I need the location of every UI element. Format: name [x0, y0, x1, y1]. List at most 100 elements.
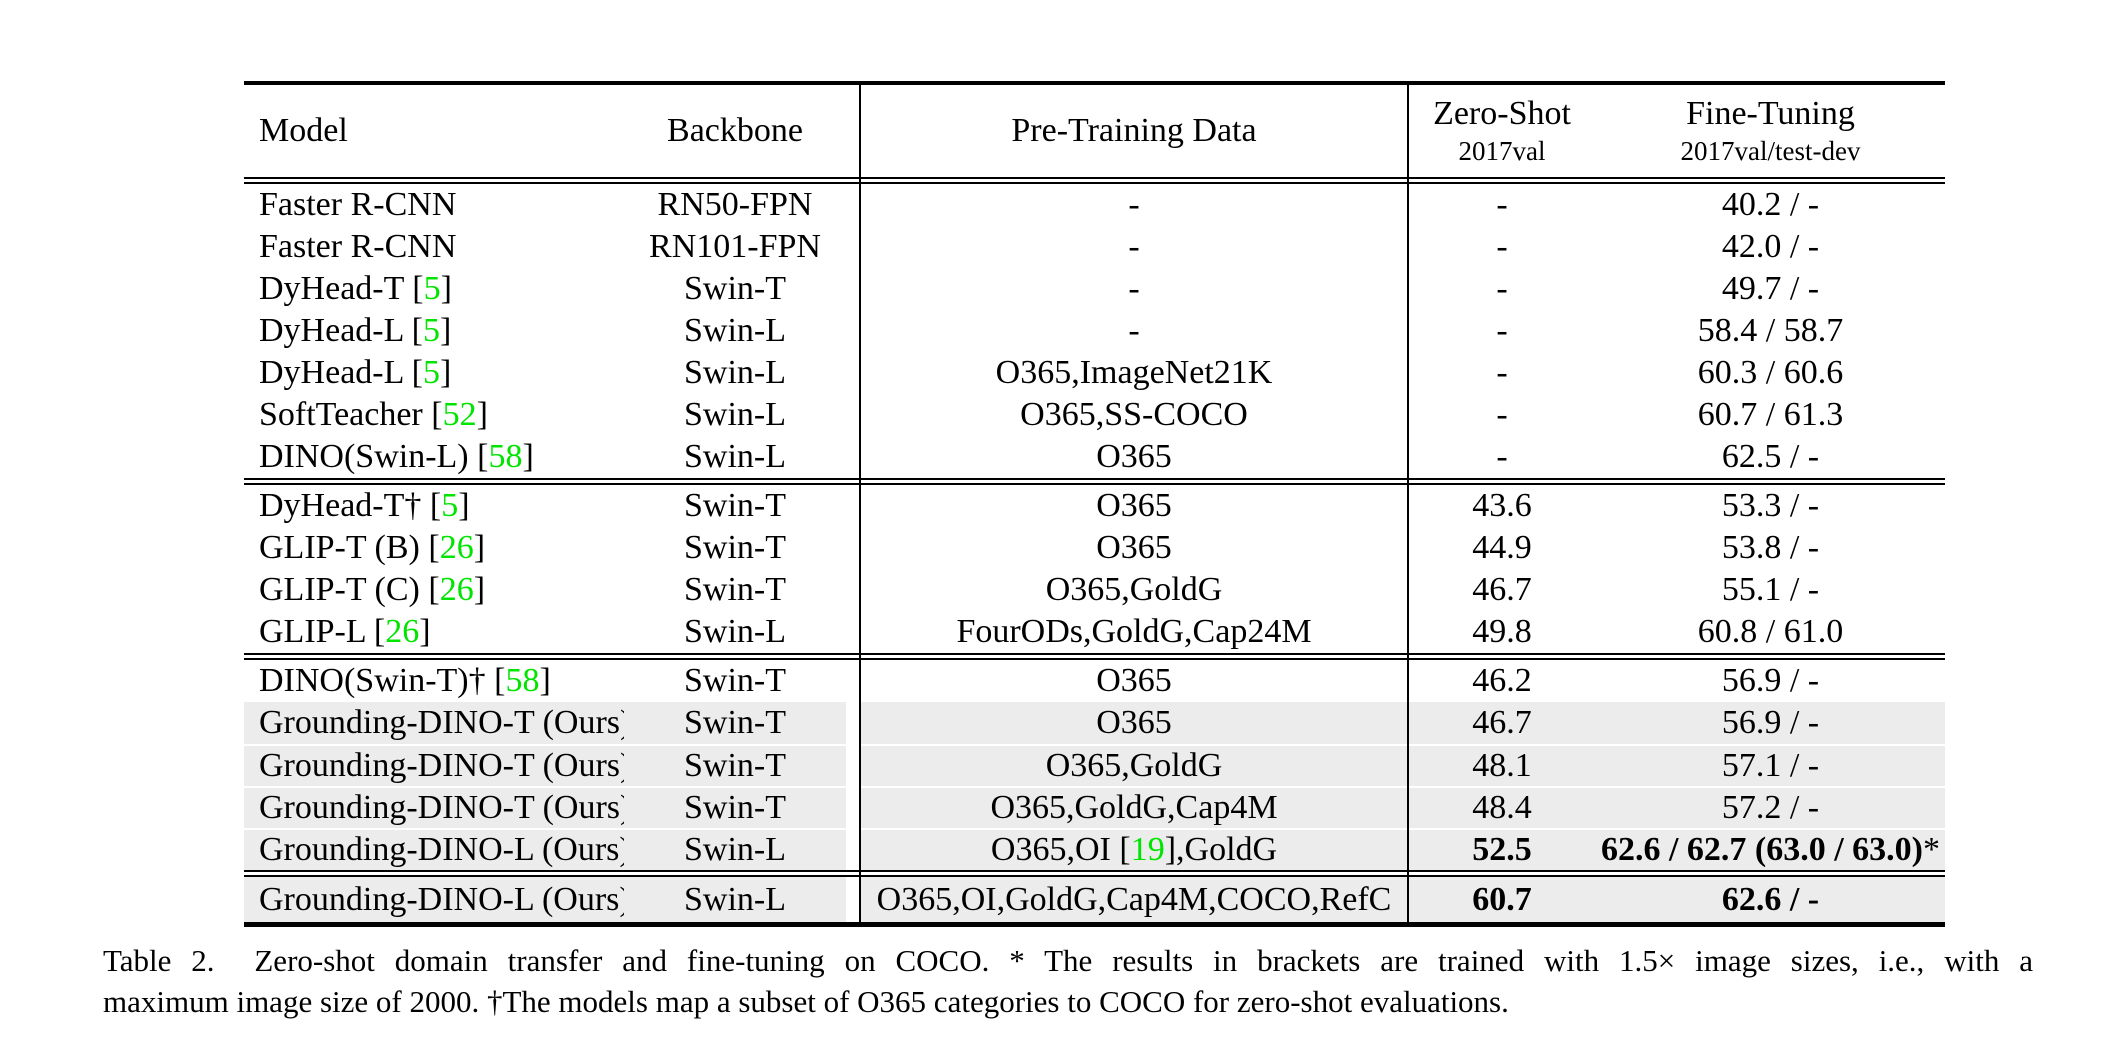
table-row: GLIP-L [26] Swin-L FourODs,GoldG,Cap24M 49.…: [244, 611, 1945, 653]
table-row: Faster R-CNN RN101-FPN - - 42.0 / -: [244, 226, 1945, 268]
table-row: DINO(Swin-L) [58] Swin-L O365 - 62.5 / -: [244, 436, 1945, 478]
cell-model: Grounding-DINO-T (Ours): [244, 746, 631, 786]
col-header-finetune-title: Fine-Tuning: [1686, 95, 1855, 132]
table-bottom-rule: [244, 922, 1945, 927]
fine-tune-value: 49.7 / -: [1721, 270, 1820, 307]
fine-tune-value: 60.3 / 60.6: [1697, 354, 1844, 391]
cell-zeroshot: 44.9: [1472, 529, 1532, 566]
column-gap: [846, 569, 860, 611]
column-gap: [846, 485, 860, 527]
cell-model: DyHead-L [5]: [244, 352, 624, 394]
cell-pretrain: -: [860, 184, 1408, 226]
cell-model-text: GLIP-T (B) [: [259, 529, 440, 566]
cell-zeroshot: -: [1496, 354, 1508, 391]
cell-model: SoftTeacher [52]: [244, 394, 624, 436]
cell-pretrain-text: O365,OI,GoldG,Cap4M,COCO,RefC: [876, 880, 1392, 918]
citation-number: 5: [441, 487, 459, 524]
col-header-model: Model: [259, 112, 348, 149]
cell-model-text: DINO(Swin-T)† [: [259, 662, 506, 699]
cell-zeroshot: -: [1496, 186, 1508, 223]
cell-model-text: Grounding-DINO-L (Ours): [259, 880, 631, 918]
cell-zeroshot: -: [1496, 396, 1508, 433]
cell-backbone: Swin-T: [624, 702, 846, 744]
cell-finetune: 57.2 / -: [1596, 788, 1945, 828]
table-row: Faster R-CNN RN50-FPN - - 40.2 / -: [244, 184, 1945, 226]
column-gap: [846, 268, 860, 310]
cell-model-text-after: ]: [476, 396, 488, 433]
group-separator-rule: [244, 478, 1945, 485]
header-separator-rule: [244, 177, 1945, 184]
caption-line-2: maximum image size of 2000. †The models …: [103, 983, 1509, 1019]
citation-number: 5: [422, 312, 440, 349]
caption-line-1: Table 2. Zero-shot domain transfer and f…: [103, 943, 2033, 978]
cell-model-text: Faster R-CNN: [259, 186, 457, 223]
cell-backbone: Swin-L: [624, 830, 846, 870]
cell-finetune: 62.6 / 62.7 (63.0 / 63.0) *: [1596, 830, 1945, 870]
cell-zeroshot: 46.7: [1472, 571, 1532, 608]
citation-number: 26: [385, 613, 420, 650]
column-gap: [846, 746, 860, 786]
fine-tune-value: 62.5 / -: [1721, 438, 1820, 475]
column-gap: [846, 877, 860, 922]
cell-model-text-after: ]: [440, 270, 452, 307]
cell-model-text: DINO(Swin-L) [: [259, 438, 489, 475]
cell-zeroshot: -: [1496, 270, 1508, 307]
cell-model: GLIP-T (C) [26]: [244, 569, 624, 611]
cell-pretrain: O365: [860, 485, 1408, 527]
cell-pretrain: O365,GoldG: [860, 569, 1408, 611]
cell-zeroshot: 48.1: [1408, 746, 1596, 786]
citation-number: 58: [488, 438, 523, 475]
cell-finetune: 58.4 / 58.7: [1596, 310, 1945, 352]
cell-finetune: 40.2 / -: [1596, 184, 1945, 226]
col-header-backbone: Backbone: [667, 112, 803, 149]
cell-pretrain-text: O365,OI [: [990, 831, 1131, 868]
cell-model-text: DyHead-T [: [259, 270, 424, 307]
table-row: DINO(Swin-T)† [58] Swin-T O365 46.2 56.9 / -: [244, 660, 1945, 702]
results-table: Model Backbone Pre-Training Data Zero-Sh…: [244, 81, 1945, 927]
cell-model-text-after: ]: [439, 354, 452, 391]
column-gap: [846, 352, 860, 394]
cell-finetune: 62.5 / -: [1596, 436, 1945, 478]
column-divider-1: [859, 84, 861, 923]
group-separator-rule: [244, 870, 1945, 877]
cell-zeroshot: 60.7: [1408, 877, 1596, 922]
cell-pretrain-text: O365,GoldG,Cap4M: [990, 789, 1278, 826]
cell-pretrain: O365,GoldG,Cap4M: [860, 788, 1408, 828]
citation-number: 5: [423, 270, 441, 307]
cell-model: Grounding-DINO-T (Ours): [244, 788, 631, 828]
table-row: Grounding-DINO-L (Ours) Swin-L O365,OI [19…: [244, 828, 1945, 870]
col-header-zeroshot: Zero-Shot 2017val: [1408, 85, 1596, 177]
cell-finetune: 60.3 / 60.6: [1596, 352, 1945, 394]
cell-pretrain: O365,OI [19],GoldG: [860, 830, 1408, 870]
cell-pretrain-text: O365: [1096, 704, 1172, 741]
table-caption: Table 2. Zero-shot domain transfer and f…: [103, 941, 2033, 1023]
cell-finetune: 56.9 / -: [1596, 660, 1945, 702]
cell-pretrain: O365: [860, 527, 1408, 569]
cell-model: DyHead-T† [5]: [244, 485, 624, 527]
cell-model: Grounding-DINO-L (Ours): [244, 830, 631, 870]
cell-pretrain-text: FourODs,GoldG,Cap24M: [956, 613, 1312, 650]
cell-backbone: Swin-T: [684, 571, 786, 608]
cell-backbone: Swin-L: [684, 438, 786, 475]
cell-model-text: SoftTeacher [: [259, 396, 443, 433]
col-header-zeroshot-title: Zero-Shot: [1433, 95, 1571, 132]
cell-pretrain-text: O365: [1096, 662, 1172, 699]
table-row: DyHead-T† [5] Swin-T O365 43.6 53.3 / -: [244, 485, 1945, 527]
cell-pretrain-text: -: [1128, 228, 1140, 265]
cell-finetune: 53.3 / -: [1596, 485, 1945, 527]
column-gap: [846, 394, 860, 436]
cell-finetune: 49.7 / -: [1596, 268, 1945, 310]
cell-finetune: 60.7 / 61.3: [1596, 394, 1945, 436]
fine-tune-asterisk: *: [1923, 831, 1941, 868]
cell-pretrain-text: O365,GoldG: [1045, 747, 1223, 784]
cell-model-text: Grounding-DINO-L (Ours): [259, 831, 631, 868]
fine-tune-value: 57.2 / -: [1721, 789, 1820, 826]
cell-model-text: Grounding-DINO-T (Ours): [259, 704, 632, 741]
column-gap: [846, 830, 860, 870]
column-gap: [846, 788, 860, 828]
column-gap: [846, 184, 860, 226]
cell-pretrain-text: O365,GoldG: [1045, 571, 1223, 608]
cell-pretrain: -: [860, 226, 1408, 268]
cell-zeroshot: 49.8: [1472, 613, 1532, 650]
cell-zeroshot: 43.6: [1472, 487, 1532, 524]
